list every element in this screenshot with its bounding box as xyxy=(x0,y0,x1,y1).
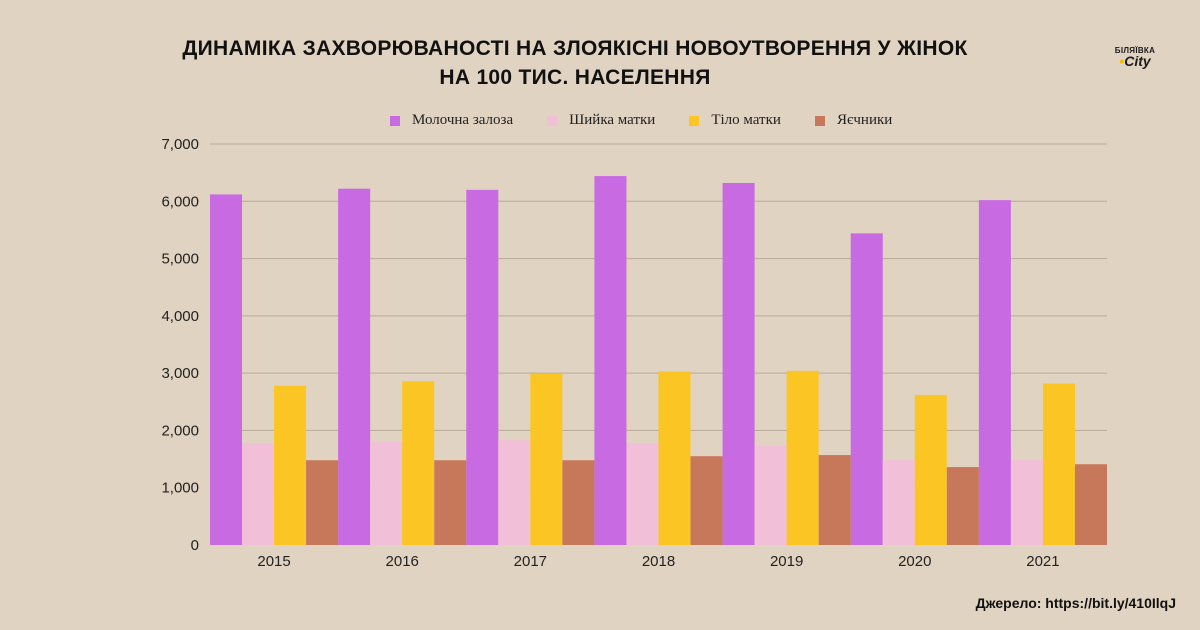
bar xyxy=(434,460,467,545)
bar xyxy=(402,381,435,545)
bar xyxy=(370,441,403,545)
brand-logo: БІЛЯЇВКА •City xyxy=(1110,46,1160,69)
legend-label: Шийка матки xyxy=(569,112,656,128)
bar xyxy=(498,440,531,545)
bar xyxy=(242,443,275,545)
bar xyxy=(658,371,691,545)
y-tick-label: 7,000 xyxy=(161,136,199,153)
y-tick-label: 3,000 xyxy=(161,365,199,382)
bar xyxy=(754,445,787,545)
y-tick-label: 4,000 xyxy=(161,308,199,325)
bar xyxy=(306,460,339,545)
bar xyxy=(914,394,947,545)
bar xyxy=(882,460,915,545)
x-tick-label: 2020 xyxy=(898,553,931,570)
legend-swatch xyxy=(390,115,400,126)
bar xyxy=(626,443,659,545)
logo-text-bottom: •City xyxy=(1119,53,1151,69)
bar xyxy=(210,194,243,545)
bar xyxy=(466,189,499,546)
legend-label: Тіло матки xyxy=(711,112,781,128)
y-tick-label: 5,000 xyxy=(161,251,199,268)
x-tick-label: 2019 xyxy=(770,553,803,570)
legend-item: Тіло матки xyxy=(689,112,781,129)
y-tick-label: 1,000 xyxy=(161,480,199,497)
bar xyxy=(338,188,371,545)
y-tick-label: 2,000 xyxy=(161,422,199,439)
x-tick-label: 2021 xyxy=(1026,553,1059,570)
legend-item: Яєчники xyxy=(814,112,893,129)
legend-label: Молочна залоза xyxy=(412,112,514,128)
bar xyxy=(850,233,883,545)
bar xyxy=(978,200,1011,545)
x-tick-label: 2015 xyxy=(257,553,290,570)
legend-swatch xyxy=(689,115,700,126)
bar xyxy=(946,467,979,545)
bar xyxy=(562,460,595,545)
legend-label: Яєчники xyxy=(836,112,893,128)
logo-text-top: БІЛЯЇВКА xyxy=(1114,46,1156,55)
legend-item: Молочна залоза xyxy=(390,112,513,129)
bar xyxy=(1042,383,1075,545)
legend-item: Шийка матки xyxy=(547,112,655,129)
bar xyxy=(594,176,627,545)
legend-swatch xyxy=(547,115,558,126)
x-tick-label: 2018 xyxy=(642,553,675,570)
legend-swatch xyxy=(814,115,825,126)
bar xyxy=(1010,460,1043,545)
source-note: Джерело: https://bit.ly/410IlqJ xyxy=(975,595,1176,611)
bar xyxy=(722,182,755,545)
bar xyxy=(530,373,563,545)
bar xyxy=(786,370,819,545)
chart-legend: Молочна залоза Шийка матки Тіло матки Яєчни… xyxy=(390,112,926,129)
bar xyxy=(274,385,307,545)
chart-title-line-2: НА 100 ТИС. НАСЕЛЕННЯ xyxy=(439,66,711,89)
x-tick-label: 2016 xyxy=(386,553,419,570)
bar xyxy=(690,456,723,545)
chart-title-line-1: ДИНАМІКА ЗАХВОРЮВАНОСТІ НА ЗЛОЯКІСНІ НОВ… xyxy=(182,37,968,60)
y-tick-label: 6,000 xyxy=(161,193,199,210)
chart-title: ДИНАМІКА ЗАХВОРЮВАНОСТІ НА ЗЛОЯКІСНІ НОВ… xyxy=(0,34,1150,92)
x-tick-label: 2017 xyxy=(514,553,547,570)
y-tick-label: 0 xyxy=(191,537,199,554)
bar xyxy=(818,455,851,545)
bar xyxy=(1074,464,1107,545)
